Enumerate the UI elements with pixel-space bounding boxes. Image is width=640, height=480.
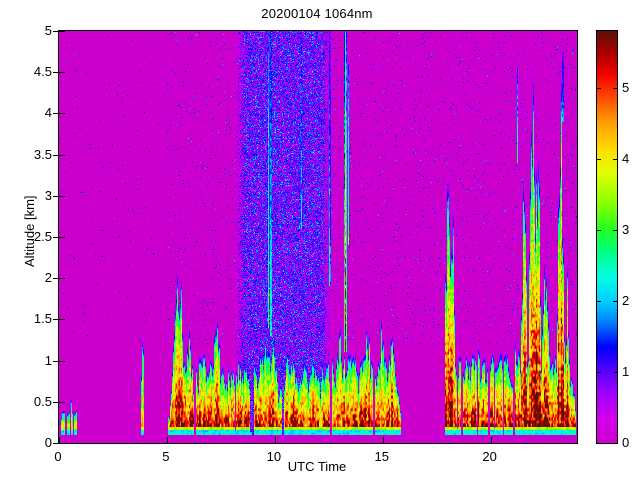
x-tick-label: 0: [54, 449, 62, 464]
colorbar-tick: [597, 87, 601, 89]
y-tick-inner: [59, 278, 65, 280]
y-tick-label: 0.5: [33, 393, 52, 409]
x-tick-label: 20: [482, 449, 497, 464]
colorbar-tick-label: 2: [622, 292, 630, 308]
y-tick-inner: [59, 237, 65, 238]
colorbar-tick: [597, 229, 601, 231]
y-tick-inner: [59, 154, 65, 156]
colorbar-tick-label: 5: [622, 79, 630, 95]
colorbar-tick: [613, 87, 617, 89]
y-tick-inner: [59, 443, 65, 444]
y-tick-label: 0: [44, 435, 52, 450]
lidar-backscatter-heatmap: [59, 31, 577, 443]
y-tick-inner: [59, 113, 65, 115]
colorbar-tick: [597, 158, 601, 160]
colorbar-tick-label: 4: [622, 150, 630, 166]
x-tick-label: 5: [162, 449, 170, 464]
y-tick-inner: [59, 319, 65, 321]
y-tick: [53, 31, 59, 32]
y-tick: [53, 237, 59, 238]
colorbar-tick-label: 1: [622, 363, 630, 379]
x-tick: [59, 437, 60, 443]
y-tick-label: 1.5: [33, 311, 52, 327]
colorbar-gradient: [597, 31, 617, 443]
y-tick-label: 5: [44, 23, 52, 38]
colorbar-tick-label: 0: [622, 435, 630, 450]
y-tick: [53, 401, 59, 403]
colorbar-tick: [613, 300, 617, 302]
y-tick: [53, 72, 59, 74]
colorbar-tick: [613, 443, 617, 444]
colorbar-tick: [597, 443, 601, 444]
y-tick: [53, 195, 59, 197]
y-tick-label: 4: [44, 105, 52, 121]
y-tick-inner: [59, 72, 65, 74]
y-tick-label: 2: [44, 270, 52, 286]
colorbar-tick-label: 3: [622, 221, 630, 237]
y-tick: [53, 319, 59, 321]
y-tick: [53, 113, 59, 115]
y-tick-inner: [59, 31, 65, 32]
y-tick: [53, 278, 59, 280]
y-tick-label: 1: [44, 352, 52, 368]
x-tick-label: 15: [374, 449, 389, 464]
y-tick-inner: [59, 401, 65, 403]
heatmap-axes: Altitude [km]: [22, 30, 578, 444]
x-tick: [382, 437, 384, 443]
y-tick-inner: [59, 195, 65, 197]
x-tick-label: 10: [266, 449, 282, 464]
y-tick-label: 4.5: [33, 64, 52, 80]
x-tick: [166, 437, 168, 443]
y-tick-label: 3.5: [33, 146, 52, 162]
x-tick: [274, 437, 276, 443]
x-tick: [490, 437, 492, 443]
y-tick-label: 2.5: [33, 229, 52, 244]
y-tick-label: 3: [44, 187, 52, 203]
colorbar: [596, 30, 618, 444]
y-tick: [53, 360, 59, 362]
colorbar-tick: [597, 300, 601, 302]
x-axis-label: UTC Time: [287, 459, 347, 474]
y-tick: [53, 443, 59, 444]
colorbar-tick: [613, 229, 617, 231]
colorbar-tick: [597, 371, 601, 373]
colorbar-tick: [613, 158, 617, 160]
page-title: 20200104 1064nm: [261, 6, 373, 21]
y-tick-inner: [59, 360, 65, 362]
y-tick: [53, 154, 59, 156]
colorbar-tick: [613, 371, 617, 373]
